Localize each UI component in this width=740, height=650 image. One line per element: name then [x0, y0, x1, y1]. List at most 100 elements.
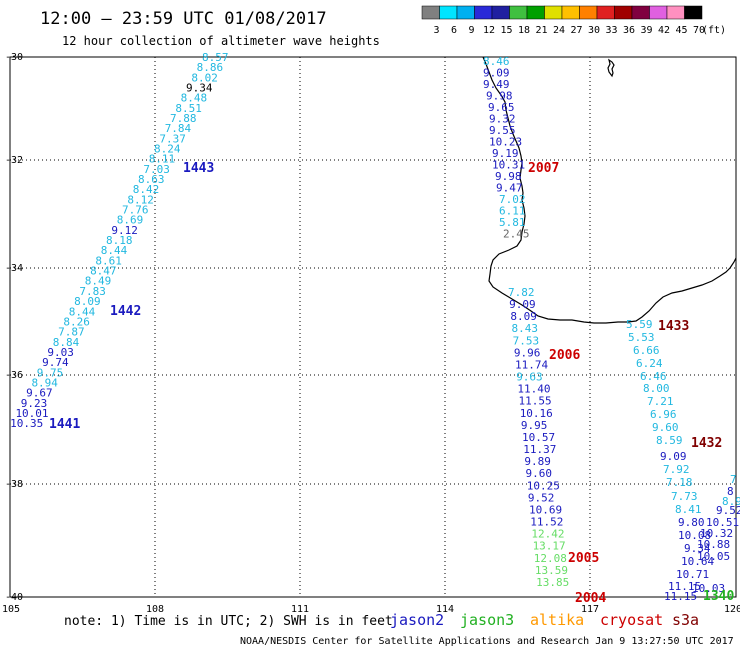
wave-height-value: 6.11: [499, 205, 526, 218]
wave-height-value: 10.32: [700, 527, 733, 540]
wave-height-value: 8.00: [643, 382, 670, 395]
pass-label-1433: 1433: [658, 319, 689, 334]
wave-height-value: 8.51: [175, 102, 202, 115]
lat-label-30: -30: [5, 52, 23, 63]
lon-label-105: 105: [2, 604, 20, 615]
pass-label-2007: 2007: [528, 161, 559, 176]
wave-height-value: 9.34: [684, 542, 711, 555]
wave-height-value: 9.52: [716, 504, 740, 517]
wave-height-value: 9.09: [509, 298, 536, 311]
sat-jason2: jason2: [390, 611, 444, 629]
wave-height-value: 8.11: [149, 153, 176, 166]
wave-height-value: 8.57: [202, 51, 229, 64]
colorbar-label: 6: [451, 25, 457, 36]
sat-s3a: s3a: [672, 611, 699, 629]
wave-height-value: 12.08: [534, 552, 567, 565]
colorbar-swatch: [456, 5, 475, 20]
lat-label-36: -36: [5, 370, 23, 381]
colorbar-label: 24: [553, 25, 565, 36]
lat-label-40: -40: [5, 592, 23, 603]
wave-height-value: 13.17: [533, 540, 566, 553]
wave-height-value: 2.45: [503, 228, 530, 241]
wave-height-value: 11.55: [519, 395, 552, 408]
wave-height-value: 10.57: [522, 431, 555, 444]
colorbar-label: 39: [640, 25, 652, 36]
lon-label-111: 111: [291, 604, 309, 615]
wave-height-value: 11.15: [668, 580, 701, 593]
wave-height-value: 6.66: [633, 344, 660, 357]
wave-height-value: 13.59: [535, 564, 568, 577]
colorbar-unit: (ft): [702, 25, 726, 36]
wave-height-value: 7.03: [143, 163, 170, 176]
wave-height-value: 9.67: [26, 387, 53, 400]
wave-height-value: 8.12: [127, 193, 154, 206]
wave-height-value: 13.85: [536, 576, 569, 589]
sat-cryosat: cryosat: [600, 611, 663, 629]
sat-altika: altika: [530, 611, 584, 629]
wave-height-value: 11.40: [517, 383, 550, 396]
pass-label-2004: 2004: [575, 591, 606, 606]
wave-height-value: 9.60: [526, 467, 553, 480]
wave-height-value: 8.09: [74, 295, 101, 308]
colorbar-label: 42: [658, 25, 670, 36]
wave-height-value: 8.43: [512, 322, 539, 335]
wave-height-value: 8.09: [510, 310, 536, 323]
wave-height-value: 8.44: [69, 305, 96, 318]
wave-height-value: 9.63: [516, 371, 543, 384]
lon-label-114: 114: [436, 604, 454, 615]
wave-height-value: 10.08: [678, 529, 711, 542]
colorbar-label: 12: [483, 25, 495, 36]
wave-height-value: 10.88: [697, 538, 730, 551]
wave-height-value: 8.86: [197, 61, 224, 74]
colorbar-label: 36: [623, 25, 635, 36]
lon-label-117: 117: [581, 604, 599, 615]
wave-height-value: 9.96: [514, 346, 541, 359]
wave-height-value: 9.34: [186, 82, 213, 95]
wave-height-value: 8.26: [63, 315, 90, 328]
wave-height-value: 9.49: [483, 78, 510, 91]
wave-height-value: 9.03: [47, 346, 74, 359]
wave-height-value: 10.05: [697, 550, 730, 563]
wave-height-value: 8.41: [675, 503, 702, 516]
wave-height-value: 9.55: [489, 124, 516, 137]
wave-height-value: 8.9: [722, 495, 740, 508]
wave-height-value: 8.18: [106, 234, 133, 247]
pass-label-1441: 1441: [49, 417, 80, 432]
wave-height-value: 7.82: [508, 286, 535, 299]
colorbar-swatch: [666, 5, 685, 20]
wave-height-value: 7.53: [513, 334, 540, 347]
wave-height-value: 8.24: [154, 143, 181, 156]
map-title: 12:00 – 23:59 UTC 01/08/2017: [40, 9, 327, 29]
wave-height-value: 10.23: [489, 136, 522, 149]
wave-height-value: 7: [730, 473, 737, 486]
wave-height-value: 8.46: [483, 55, 510, 68]
wave-height-value: 6.24: [636, 357, 663, 370]
wave-height-value: 9.47: [496, 182, 523, 195]
colorbar-swatch: [474, 5, 493, 20]
wave-height-value: 7.18: [666, 476, 693, 489]
map-subtitle: 12 hour collection of altimeter wave hei…: [62, 34, 380, 48]
pass-label-2006: 2006: [549, 348, 580, 363]
wave-height-value: 12.42: [531, 528, 564, 541]
wave-height-value: 9.80: [678, 516, 705, 529]
wave-height-value: 8.42: [133, 183, 160, 196]
wave-height-value: 9.32: [489, 113, 516, 126]
wave-height-value: 9.12: [111, 224, 138, 237]
footer-credit: NOAA/NESDIS Center for Satellite Applica…: [240, 636, 734, 647]
wave-height-value: 7.92: [663, 463, 690, 476]
pass-label-1442: 1442: [110, 304, 141, 319]
wave-height-value: 7.73: [671, 490, 698, 503]
sat-jason3: jason3: [460, 611, 514, 629]
wave-height-value: 10.64: [681, 555, 714, 568]
colorbar-swatch: [684, 5, 703, 20]
wave-height-value: 9.52: [528, 491, 555, 504]
wave-height-value: 9.98: [495, 170, 522, 183]
colorbar-label: 30: [588, 25, 600, 36]
colorbar-label: 21: [535, 25, 547, 36]
wave-height-value: 7.88: [170, 112, 197, 125]
wave-height-value: 10.01: [15, 407, 48, 420]
wave-height-value: 8.61: [95, 254, 122, 267]
wave-height-value: 10.16: [520, 407, 553, 420]
colorbar-label: 33: [605, 25, 617, 36]
